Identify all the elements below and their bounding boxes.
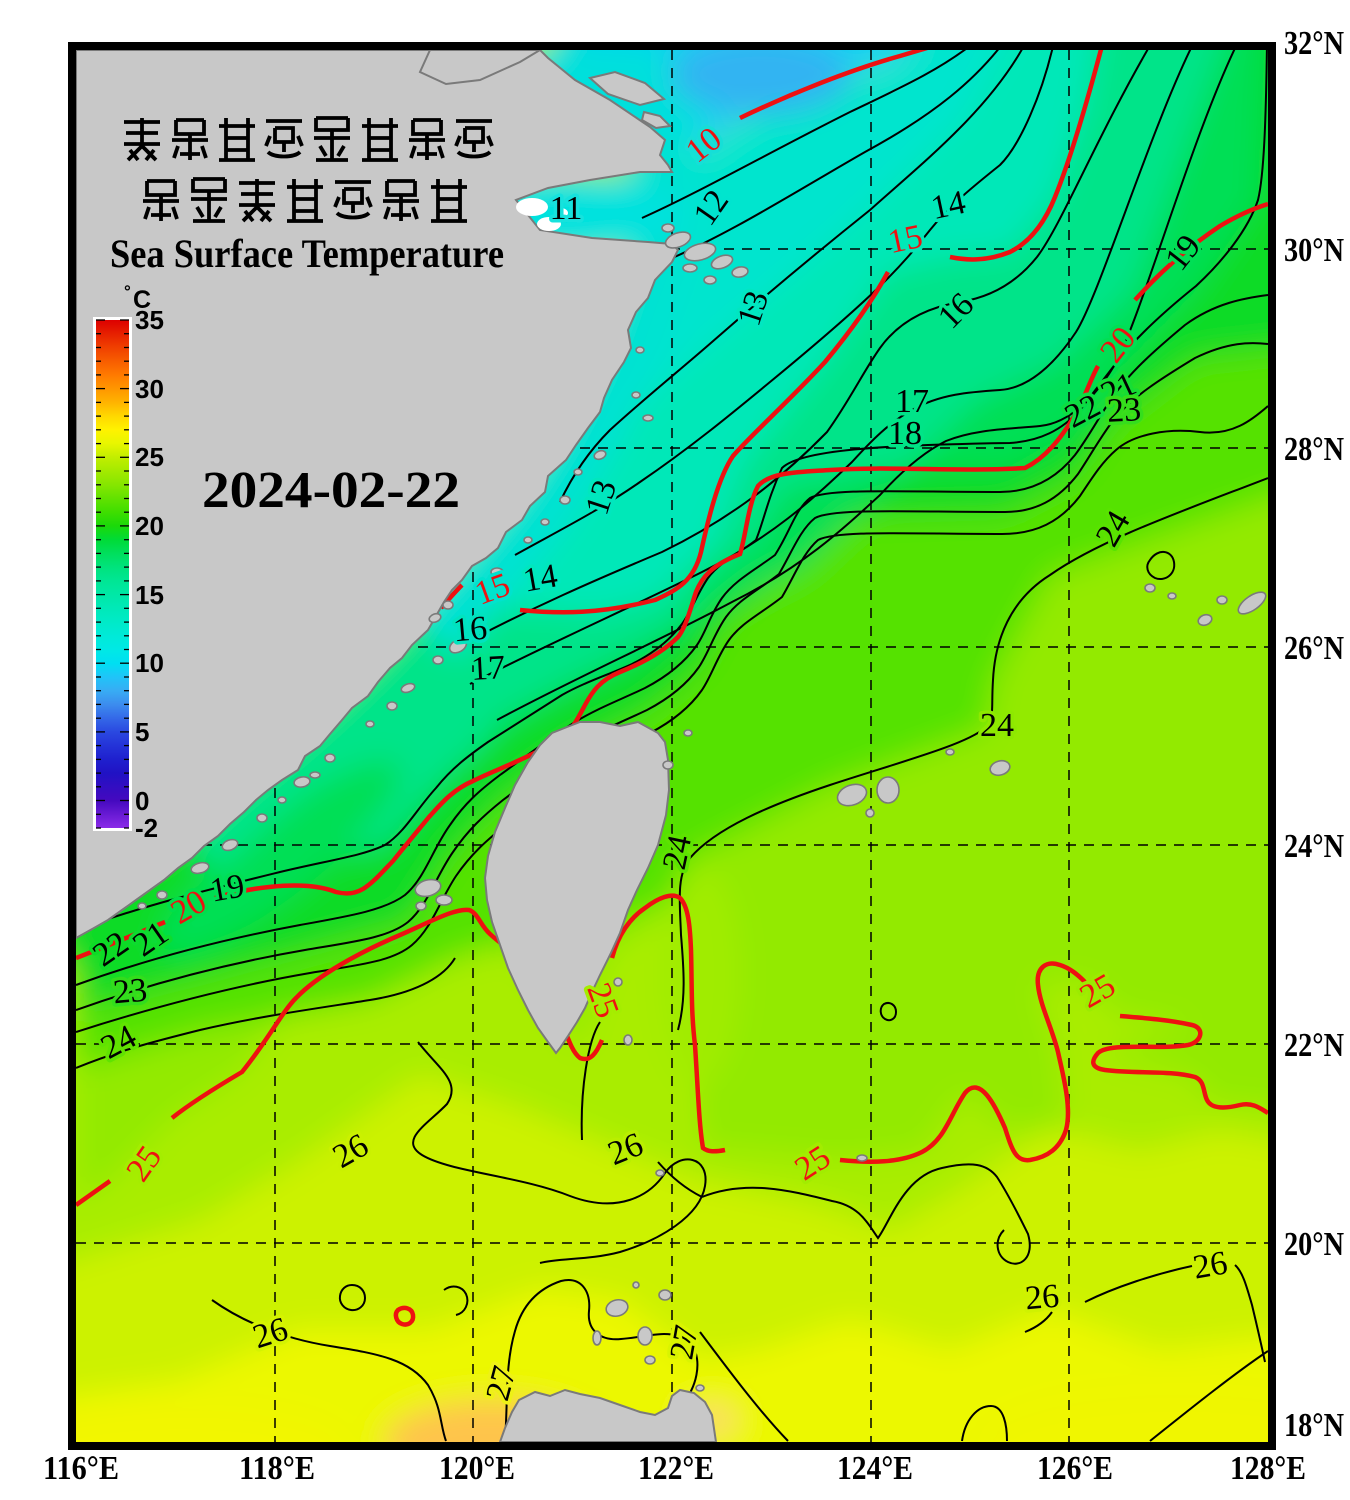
svg-text:28°N: 28°N [1284,431,1344,468]
svg-text:19: 19 [207,867,247,909]
svg-text:20: 20 [135,511,164,541]
svg-text:°: ° [124,282,131,301]
svg-text:122°E: 122°E [638,1450,714,1487]
svg-text:0: 0 [135,786,149,816]
svg-text:23: 23 [112,972,149,1012]
svg-text:16: 16 [452,610,489,650]
svg-text:22°N: 22°N [1284,1027,1344,1064]
svg-text:23: 23 [1106,391,1142,430]
svg-text:Sea Surface Temperature: Sea Surface Temperature [110,231,504,276]
svg-text:24°N: 24°N [1284,828,1344,865]
svg-text:128°E: 128°E [1230,1450,1306,1487]
svg-text:27: 27 [663,1322,705,1362]
svg-text:-2: -2 [135,813,158,843]
svg-text:30: 30 [135,374,164,404]
svg-text:17: 17 [895,383,929,420]
svg-text:14: 14 [520,557,560,599]
svg-text:18°N: 18°N [1284,1407,1344,1444]
svg-text:120°E: 120°E [439,1450,515,1487]
svg-text:32°N: 32°N [1284,25,1344,62]
svg-text:10: 10 [135,648,164,678]
svg-text:35: 35 [135,305,164,335]
svg-text:26°N: 26°N [1284,630,1344,667]
svg-text:18: 18 [888,415,922,452]
svg-text:5: 5 [135,717,149,747]
svg-text:26: 26 [1190,1244,1230,1286]
svg-text:C: C [133,286,151,314]
svg-text:24: 24 [980,707,1014,744]
svg-text:2024-02-22: 2024-02-22 [202,462,460,519]
svg-text:30°N: 30°N [1284,232,1344,269]
svg-text:15: 15 [135,580,164,610]
svg-text:116°E: 116°E [43,1450,119,1487]
svg-text:25: 25 [135,442,164,472]
svg-text:124°E: 124°E [837,1450,913,1487]
svg-text:20°N: 20°N [1284,1226,1344,1263]
svg-text:11: 11 [550,190,583,227]
svg-text:126°E: 126°E [1037,1450,1113,1487]
svg-text:118°E: 118°E [239,1450,315,1487]
svg-text:17: 17 [470,649,506,688]
svg-text:26: 26 [1024,1278,1061,1318]
